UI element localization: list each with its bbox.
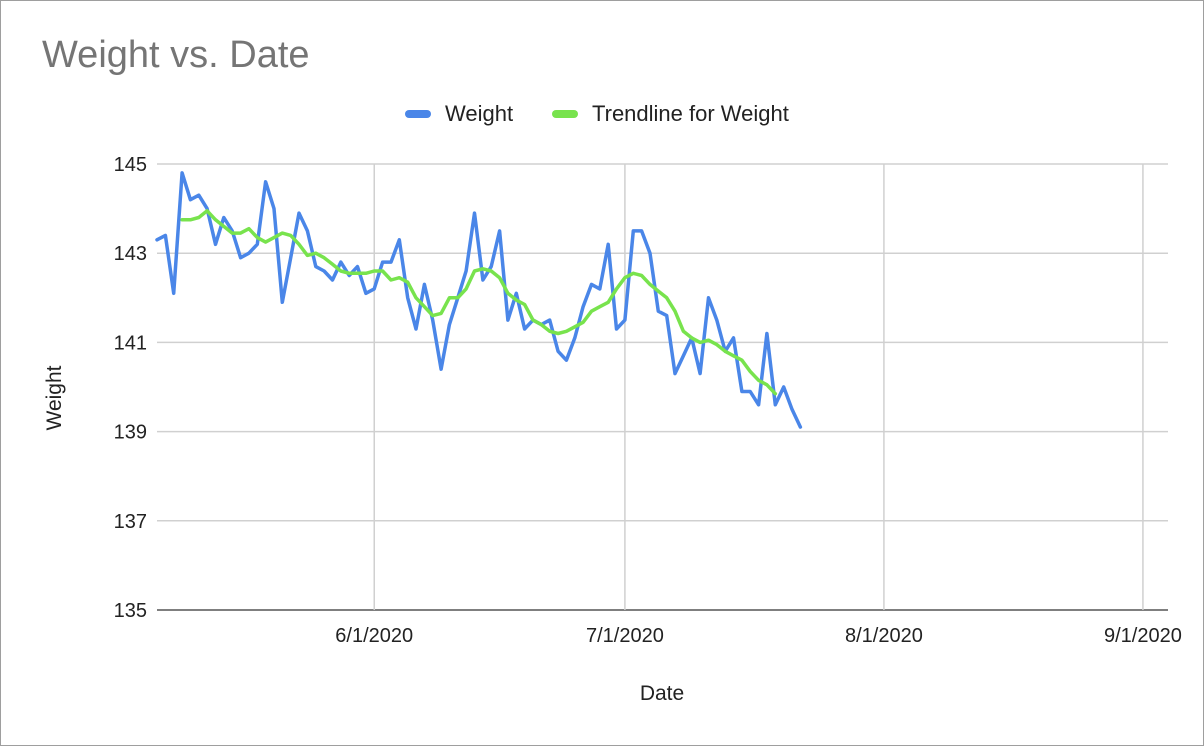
legend-swatch-trendline: [552, 110, 578, 118]
y-tick-label: 145: [114, 154, 147, 176]
legend-label-trendline: Trendline for Weight: [592, 101, 789, 126]
legend-item-weight: Weight: [405, 101, 513, 127]
tick-labels: 135 137 139 141 143 145 6/1/2020 7/1/2020 8/1/20…: [114, 154, 1182, 647]
y-tick-label: 143: [114, 243, 147, 265]
legend-swatch-weight: [405, 110, 431, 118]
x-tick-label: 9/1/2020: [1104, 625, 1182, 647]
series-lines: [155, 171, 803, 429]
x-axis-label: Date: [640, 682, 684, 705]
chart-title: Weight vs. Date: [42, 34, 310, 76]
y-tick-label: 137: [114, 511, 147, 533]
x-tick-label: 7/1/2020: [586, 625, 664, 647]
grid-lines: [157, 163, 1168, 611]
y-tick-label: 139: [114, 422, 147, 444]
legend-label-weight: Weight: [445, 101, 514, 126]
legend-item-trendline: Trendline for Weight: [552, 101, 789, 127]
series-line-trendline: [180, 209, 778, 396]
x-tick-label: 6/1/2020: [335, 625, 413, 647]
y-tick-label: 135: [114, 600, 147, 622]
y-axis-label: Weight: [43, 365, 66, 430]
x-tick-label: 8/1/2020: [845, 625, 923, 647]
series-line-weight: [155, 171, 803, 429]
y-tick-label: 141: [114, 332, 147, 354]
chart-legend: Weight Trendline for Weight: [0, 101, 1204, 131]
